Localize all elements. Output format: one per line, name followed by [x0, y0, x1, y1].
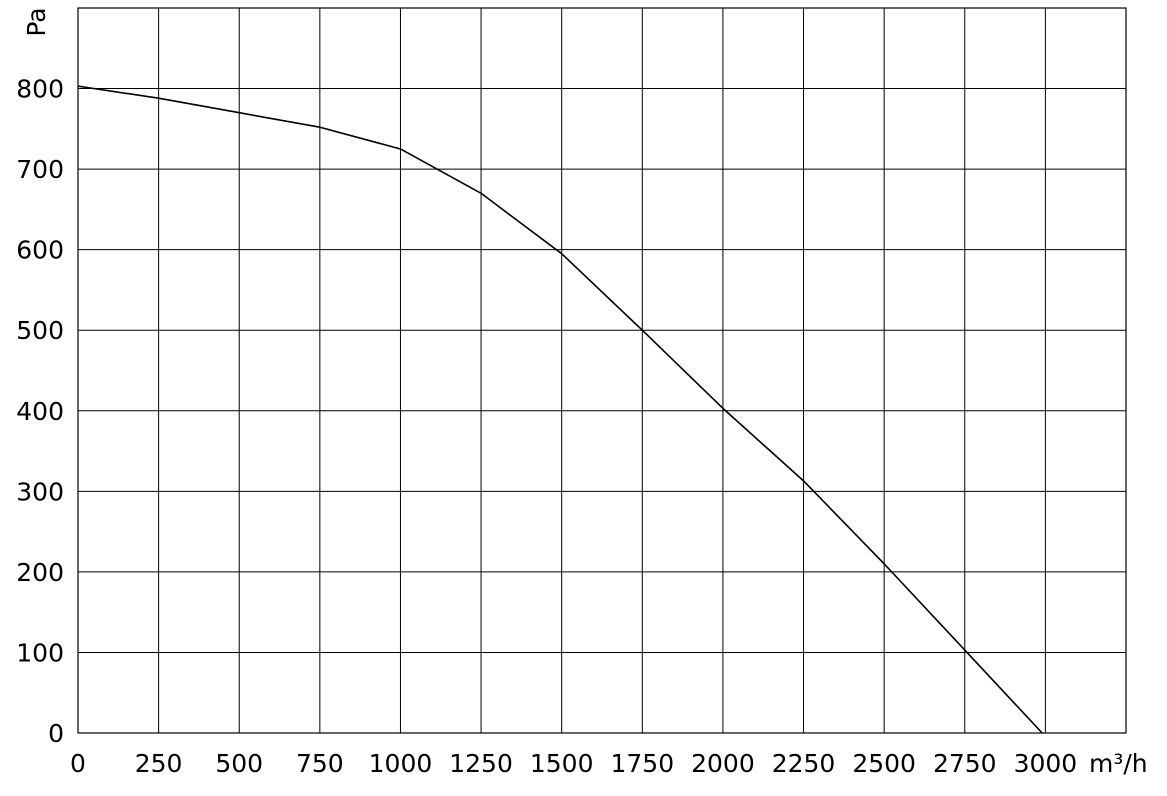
y-axis-label: Pa	[22, 7, 51, 36]
x-tick-label: 250	[135, 749, 183, 778]
y-tick-label: 700	[16, 155, 64, 184]
y-tick-label: 500	[16, 316, 64, 345]
y-tick-label: 200	[16, 558, 64, 587]
y-tick-label: 300	[16, 477, 64, 506]
data-line	[77, 85, 1043, 734]
x-tick-label: 750	[296, 749, 344, 778]
x-tick-label: 1250	[449, 749, 513, 778]
x-tick-label: 0	[70, 749, 86, 778]
x-tick-label: 2500	[852, 749, 916, 778]
y-tick-label: 800	[16, 75, 64, 104]
y-tick-label: 0	[48, 719, 64, 748]
plot-frame	[77, 7, 1127, 734]
y-tick-label: 100	[16, 638, 64, 667]
x-tick-label: 1000	[369, 749, 433, 778]
x-axis-label: m³/h	[1089, 749, 1148, 778]
y-tick-label: 400	[16, 397, 64, 426]
x-tick-label: 2250	[772, 749, 836, 778]
x-tick-label: 1750	[610, 749, 674, 778]
x-tick-label: 2750	[933, 749, 997, 778]
x-tick-label: 500	[215, 749, 263, 778]
x-tick-label: 2000	[691, 749, 755, 778]
x-tick-label: 1500	[530, 749, 594, 778]
x-tick-label: 3000	[1014, 749, 1078, 778]
y-tick-label: 600	[16, 236, 64, 265]
